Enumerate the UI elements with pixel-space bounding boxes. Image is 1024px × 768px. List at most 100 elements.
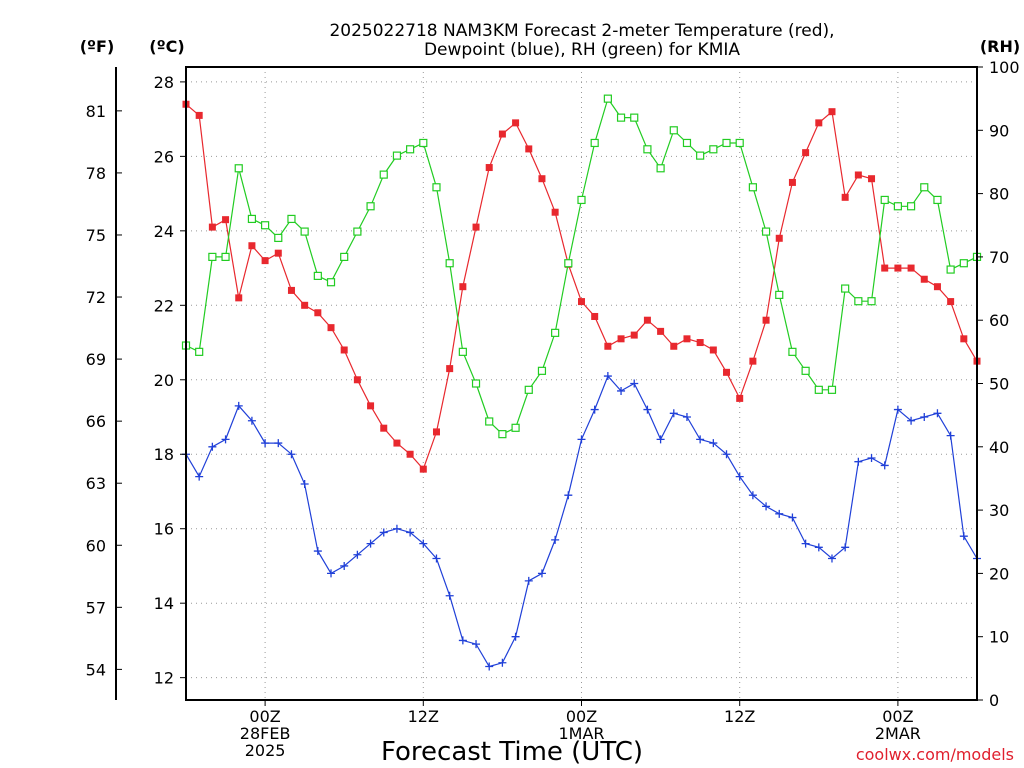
temperature-point xyxy=(920,275,928,283)
temperature-line xyxy=(185,103,978,471)
temperature-point xyxy=(327,324,335,332)
temperature-point xyxy=(393,439,401,447)
fahrenheit-tick-label: 78 xyxy=(86,164,106,183)
credit-text: coolwx.com/models xyxy=(856,745,1014,764)
dewpoint-point xyxy=(353,550,362,559)
temperature-point xyxy=(235,294,243,302)
dewpoint-point xyxy=(854,457,863,466)
time-tick-label: 2025 xyxy=(245,741,286,760)
dewpoint-point xyxy=(458,636,467,645)
temperature-point xyxy=(960,335,968,343)
temperature-point xyxy=(868,175,876,183)
temperature-point xyxy=(261,257,269,265)
temperature-point xyxy=(525,145,533,153)
rh-series xyxy=(181,94,982,439)
temperature-point xyxy=(854,171,862,179)
dewpoint-point xyxy=(419,539,428,548)
temperature-point xyxy=(248,242,256,250)
temperature-point xyxy=(617,335,625,343)
dewpoint-point xyxy=(247,416,256,425)
rh-point xyxy=(682,138,692,148)
celsius-tick-label: 26 xyxy=(154,147,174,166)
dewpoint-series xyxy=(182,372,981,671)
rh-point xyxy=(577,195,586,205)
rh-point xyxy=(814,385,823,394)
rh-point xyxy=(392,151,402,160)
temperature-point xyxy=(380,424,388,432)
rh-point xyxy=(630,113,639,122)
dewpoint-point xyxy=(933,409,942,418)
temperature-point xyxy=(353,376,361,384)
x-axis-title: Forecast Time (UTC) xyxy=(381,737,643,767)
temperature-point xyxy=(485,164,493,172)
dewpoint-point xyxy=(630,379,639,388)
rh-axis: 0 10 20 30 40 50 60 70 80 90 100 xyxy=(977,58,1020,710)
temperature-point xyxy=(736,394,744,402)
rh-unit-label: (RH) xyxy=(980,37,1020,56)
dewpoint-point xyxy=(590,405,599,414)
dewpoint-point xyxy=(366,539,375,548)
dewpoint-point xyxy=(788,513,797,522)
rh-point xyxy=(709,145,718,154)
rh-tick-label: 20 xyxy=(989,564,1009,583)
plot-frame xyxy=(185,66,978,701)
dewpoint-point xyxy=(669,409,678,418)
rh-tick-label: 80 xyxy=(989,185,1009,204)
dewpoint-point xyxy=(524,576,533,585)
temperature-point xyxy=(578,298,585,306)
dewpoint-point xyxy=(801,539,810,548)
temperature-point xyxy=(802,149,810,157)
rh-point xyxy=(761,227,771,236)
rh-point xyxy=(379,170,388,179)
rh-point xyxy=(551,328,560,337)
celsius-tick-label: 18 xyxy=(154,445,174,464)
dewpoint-point xyxy=(327,569,336,578)
title-line-2: Dewpoint (blue), RH (green) for KMIA xyxy=(424,40,740,60)
dewpoint-point xyxy=(406,528,415,537)
rh-point xyxy=(801,366,810,375)
celsius-tick-label: 28 xyxy=(154,73,174,92)
rh-point xyxy=(340,252,349,261)
dewpoint-point xyxy=(748,491,757,500)
rh-point xyxy=(511,423,520,432)
temperature-point xyxy=(657,327,665,335)
rh-point xyxy=(590,138,599,148)
dewpoint-point xyxy=(287,450,296,459)
dewpoint-point xyxy=(656,435,665,444)
celsius-tick-label: 20 xyxy=(154,371,174,390)
rh-point xyxy=(274,233,283,243)
temperature-point xyxy=(287,286,295,294)
temperature-point xyxy=(775,234,783,242)
dewpoint-point xyxy=(445,591,454,600)
temperature-point xyxy=(406,450,414,458)
rh-point xyxy=(643,145,652,154)
temperature-point xyxy=(472,223,480,231)
temperature-point xyxy=(643,316,651,324)
dewpoint-point xyxy=(195,472,204,481)
dewpoint-point xyxy=(577,435,586,444)
time-tick-label: 1MAR xyxy=(558,724,604,743)
rh-point xyxy=(313,271,322,280)
rh-point xyxy=(906,202,916,211)
fahrenheit-tick-label: 54 xyxy=(86,660,106,679)
dewpoint-point xyxy=(867,453,876,462)
dewpoint-point xyxy=(775,509,784,518)
temperature-point xyxy=(446,365,454,373)
rh-point xyxy=(735,138,744,148)
title-line-1: 2025022718 NAM3KM Forecast 2-meter Tempe… xyxy=(329,21,834,41)
celsius-tick-label: 12 xyxy=(154,669,174,688)
dewpoint-point xyxy=(537,569,546,578)
temperature-point xyxy=(195,111,203,119)
rh-point xyxy=(419,138,428,148)
rh-point xyxy=(261,221,270,230)
fahrenheit-tick-label: 57 xyxy=(86,598,106,617)
temperature-point xyxy=(367,402,375,410)
dewpoint-point xyxy=(221,435,230,444)
dewpoint-point xyxy=(379,528,388,537)
rh-point xyxy=(775,290,784,299)
dewpoint-point xyxy=(234,401,243,410)
rh-point xyxy=(564,259,573,268)
rh-point xyxy=(208,252,217,261)
rh-point xyxy=(195,347,204,356)
dewpoint-point xyxy=(762,502,771,511)
